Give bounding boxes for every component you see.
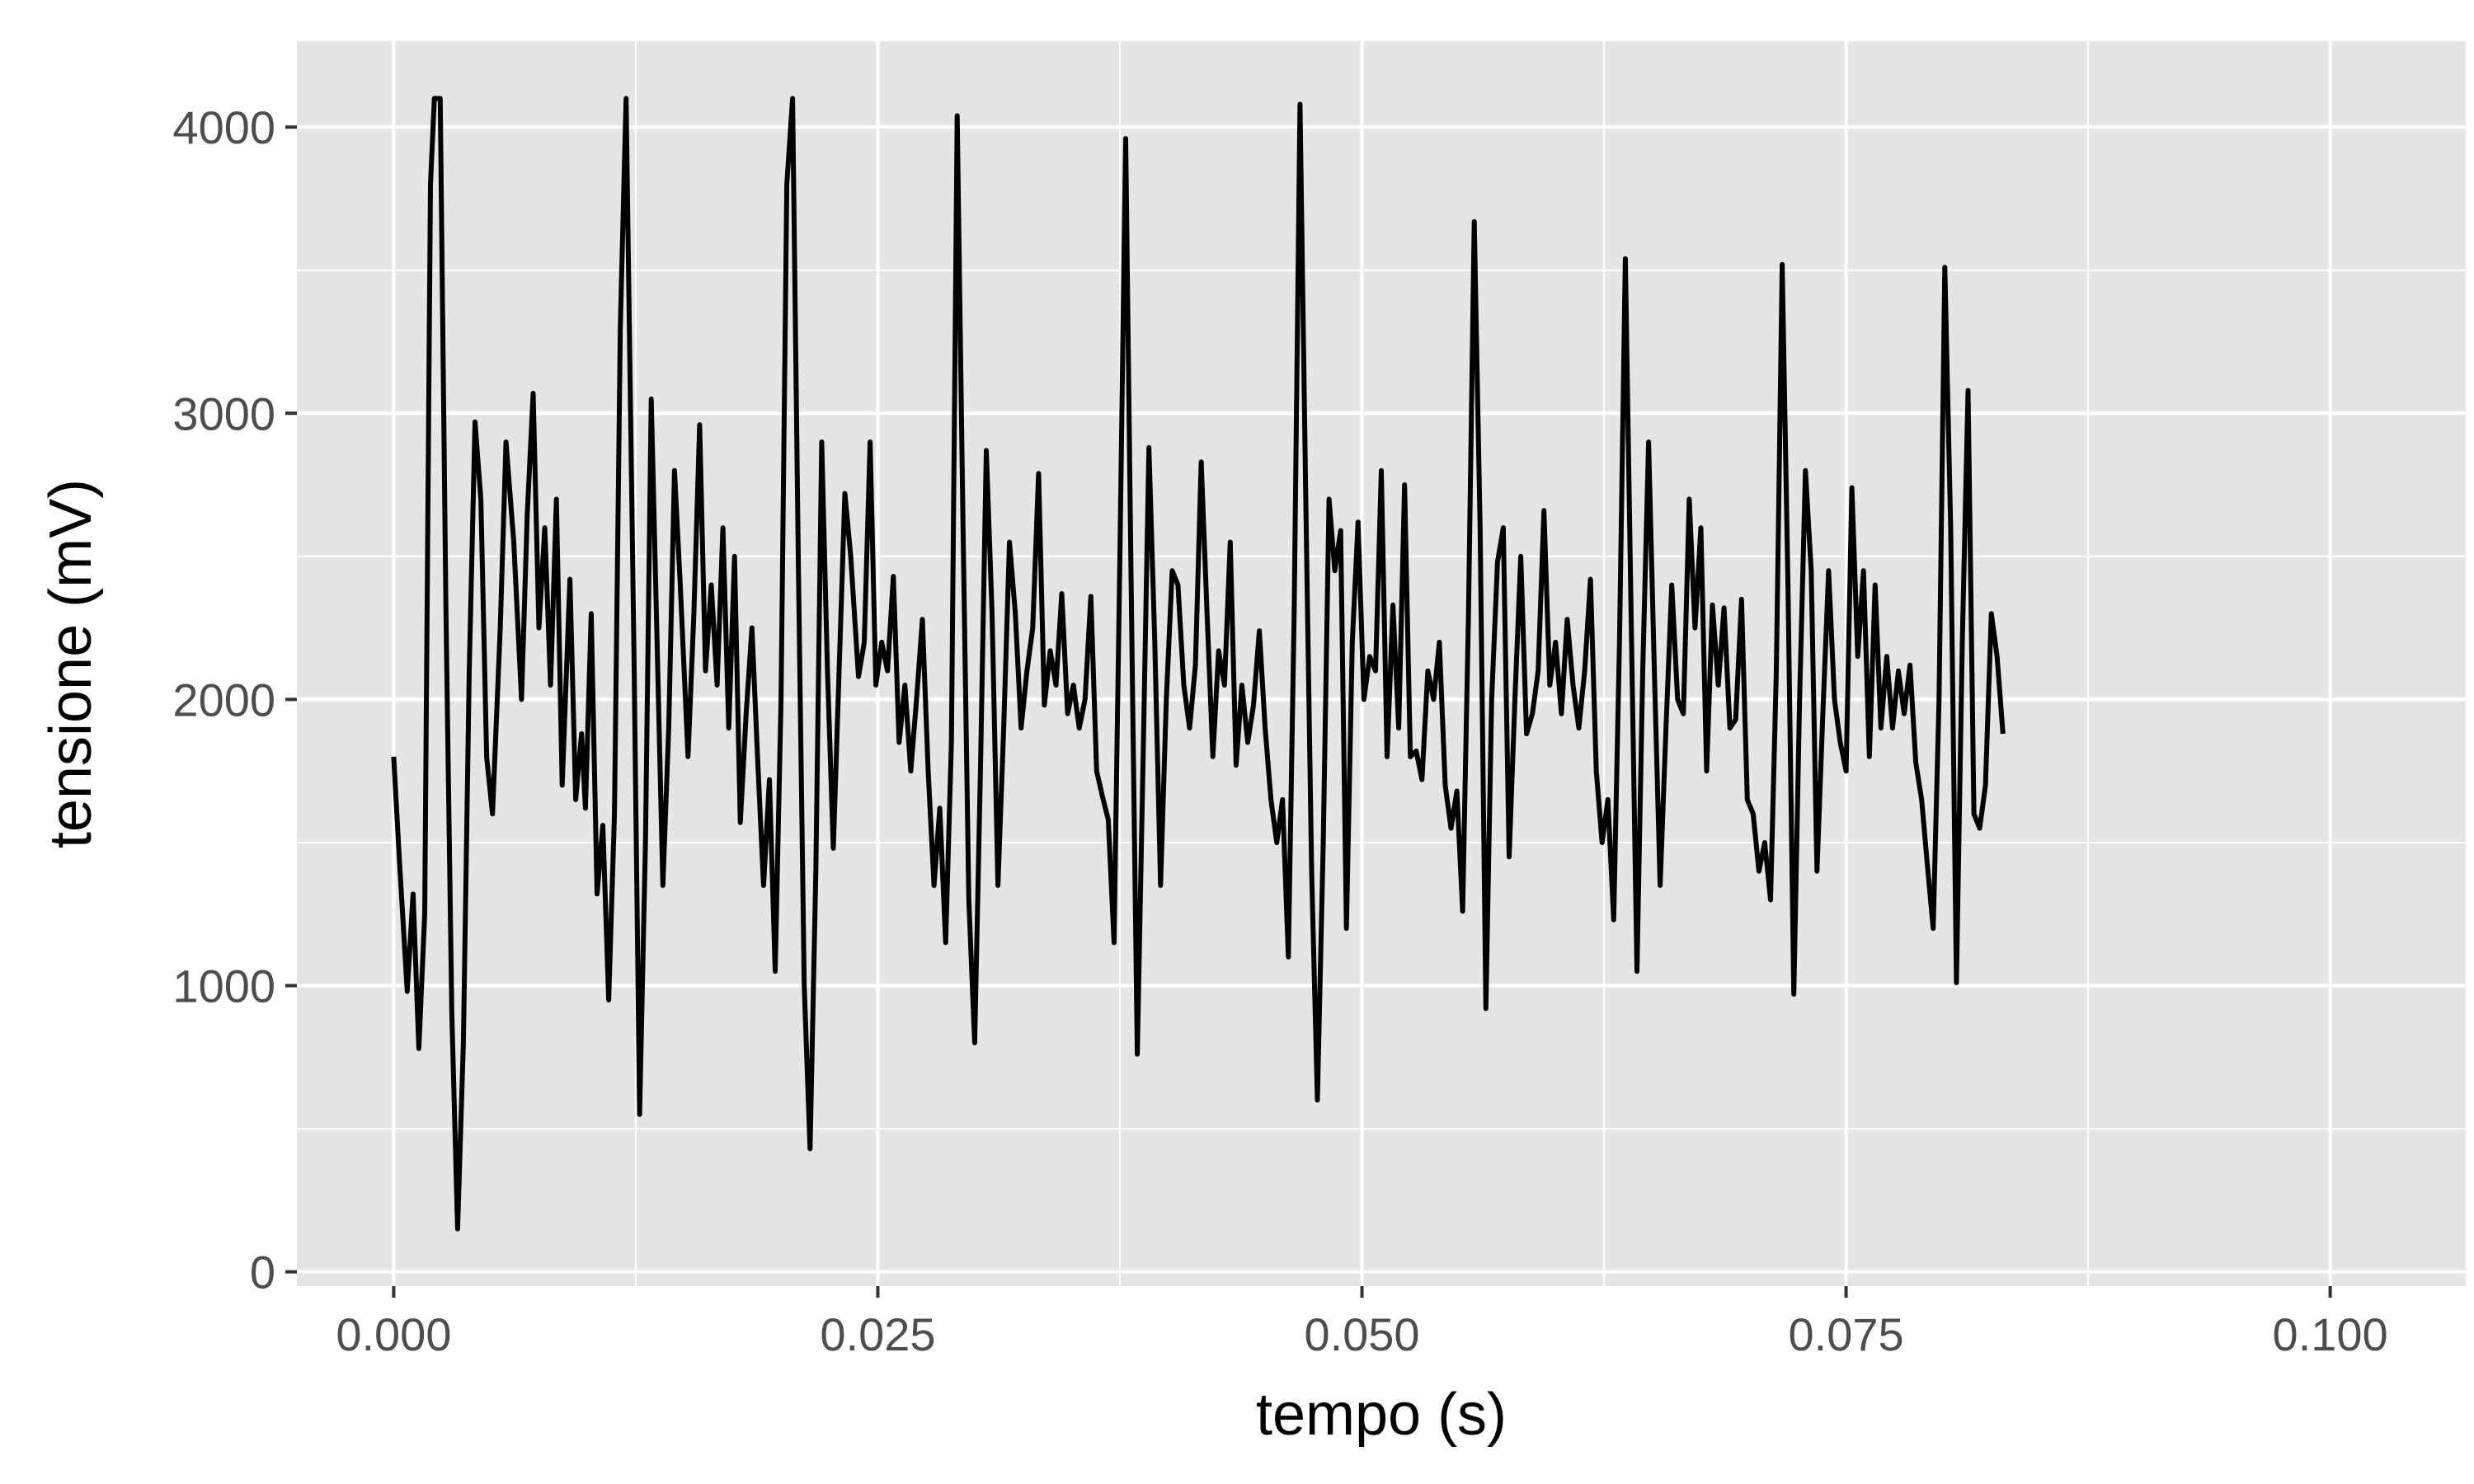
series-line <box>391 96 2006 1232</box>
y-axis: 0 1000 2000 3000 4000 <box>172 101 297 1298</box>
y-tick-label: 3000 <box>172 387 275 439</box>
y-tick-label: 2000 <box>172 674 275 726</box>
x-tick-label: 0.100 <box>2273 1308 2388 1360</box>
x-tick-label: 0.025 <box>820 1308 935 1360</box>
y-tick-label: 4000 <box>172 101 275 153</box>
y-tick-label: 1000 <box>172 960 275 1012</box>
x-tick-label: 0.050 <box>1304 1308 1419 1360</box>
x-tick-label: 0.000 <box>336 1308 451 1360</box>
x-axis-title: tempo (s) <box>1256 1382 1507 1448</box>
y-tick-label: 0 <box>250 1247 275 1298</box>
x-axis: 0.000 0.025 0.050 0.075 0.100 <box>336 1286 2388 1360</box>
y-axis-title: tensione (mV) <box>38 479 104 848</box>
x-tick-label: 0.075 <box>1789 1308 1904 1360</box>
